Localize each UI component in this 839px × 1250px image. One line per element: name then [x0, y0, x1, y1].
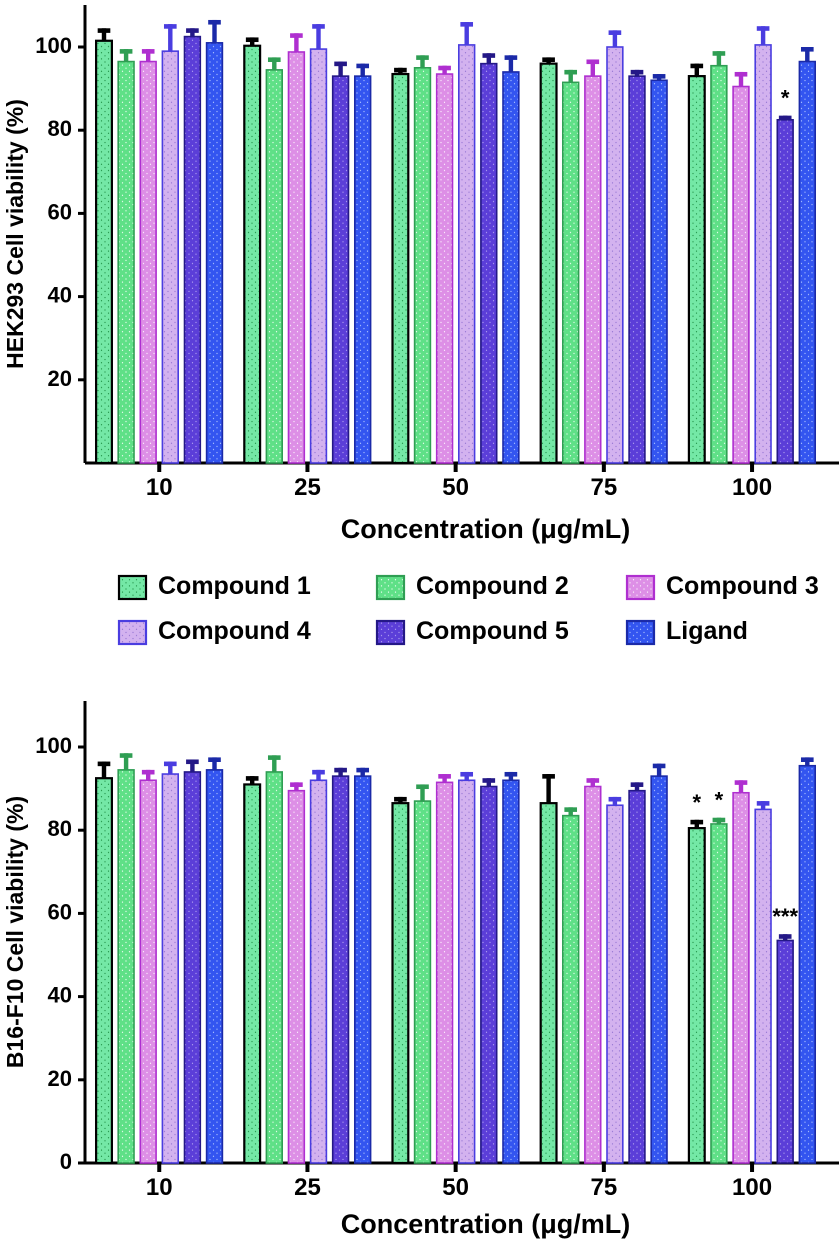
svg-text:B16-F10 Cell viability (%): B16-F10 Cell viability (%)	[2, 796, 28, 1068]
svg-text:25: 25	[294, 474, 321, 501]
svg-text:40: 40	[48, 283, 72, 308]
svg-text:50: 50	[442, 1174, 469, 1201]
svg-text:20: 20	[48, 1066, 72, 1091]
svg-text:50: 50	[442, 474, 469, 501]
svg-text:100: 100	[732, 1174, 772, 1201]
svg-text:80: 80	[48, 116, 72, 141]
svg-text:*: *	[781, 86, 790, 111]
svg-text:60: 60	[48, 899, 72, 924]
svg-text:40: 40	[48, 983, 72, 1008]
svg-text:10: 10	[146, 474, 173, 501]
svg-text:Concentration (μg/mL): Concentration (μg/mL)	[341, 1209, 631, 1239]
svg-text:25: 25	[294, 1174, 321, 1201]
svg-text:100: 100	[732, 474, 772, 501]
svg-text:20: 20	[48, 366, 72, 391]
svg-text:Compound 5: Compound 5	[416, 617, 569, 645]
svg-text:Ligand: Ligand	[666, 617, 748, 645]
svg-text:Compound 3: Compound 3	[666, 572, 819, 600]
svg-text:HEK293 Cell viability (%): HEK293 Cell viability (%)	[2, 99, 28, 369]
svg-text:75: 75	[590, 1174, 617, 1201]
svg-text:*: *	[715, 788, 724, 813]
svg-text:60: 60	[48, 199, 72, 224]
svg-text:Compound 2: Compound 2	[416, 572, 569, 600]
svg-text:100: 100	[35, 733, 72, 758]
svg-text:***: ***	[772, 904, 798, 929]
svg-text:Concentration (μg/mL): Concentration (μg/mL)	[341, 514, 631, 544]
svg-text:0: 0	[60, 1149, 72, 1174]
svg-text:Compound 1: Compound 1	[158, 572, 311, 600]
svg-text:*: *	[693, 790, 702, 815]
svg-text:10: 10	[146, 1174, 173, 1201]
svg-text:80: 80	[48, 816, 72, 841]
svg-text:75: 75	[590, 474, 617, 501]
svg-text:100: 100	[35, 33, 72, 58]
svg-text:Compound 4: Compound 4	[158, 617, 311, 645]
